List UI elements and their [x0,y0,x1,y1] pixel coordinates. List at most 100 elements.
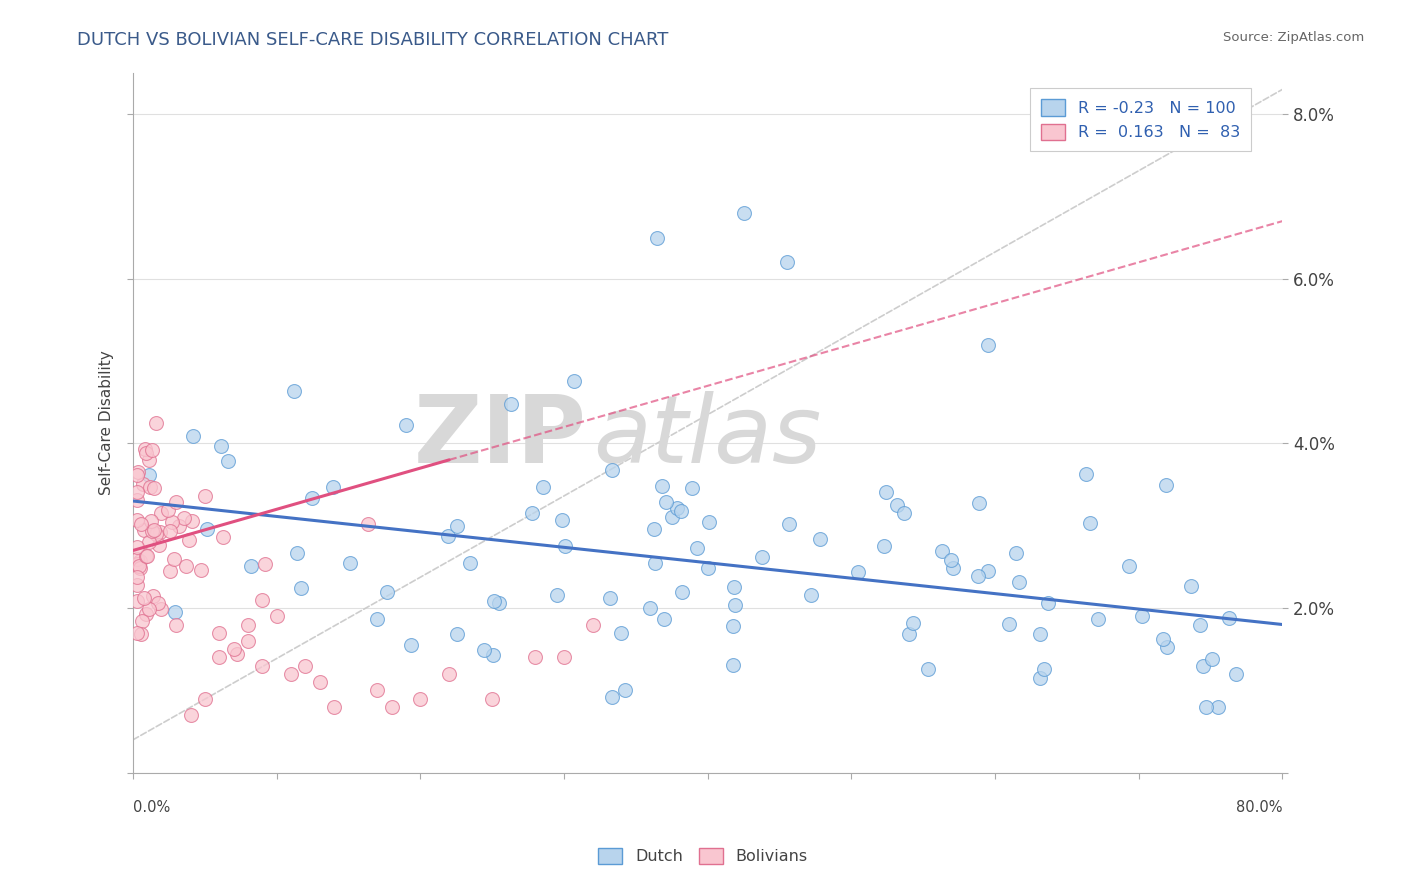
Point [145,416,167,430]
Point [149,506,172,520]
Point [128,559,150,574]
Point [723,657,745,672]
Point [134,524,156,538]
Point [252,658,274,673]
Point [873,539,896,553]
Point [399,638,422,652]
Point [280,666,302,681]
Point [127,466,149,480]
Point [437,666,460,681]
Point [157,503,180,517]
Point [644,556,666,570]
Point [162,516,184,530]
Point [897,627,920,641]
Point [159,524,181,539]
Point [339,556,361,570]
Point [381,699,404,714]
Point [733,206,755,220]
Point [1130,609,1153,624]
Point [681,482,703,496]
Point [1033,662,1056,676]
Point [562,374,585,388]
Point [723,580,745,594]
Point [893,506,915,520]
Point [322,480,344,494]
Point [724,598,747,612]
Point [173,511,195,525]
Point [553,650,575,665]
Point [129,554,152,568]
Point [129,627,152,641]
Point [128,560,150,574]
Point [236,617,259,632]
Point [638,601,661,615]
Point [357,516,380,531]
Point [942,561,965,575]
Point [800,588,823,602]
Point [697,515,720,529]
Y-axis label: Self-Care Disability: Self-Care Disability [100,351,114,495]
Point [977,564,1000,578]
Point [127,551,149,566]
Point [1180,579,1202,593]
Point [651,479,673,493]
Point [290,581,312,595]
Point [669,503,692,517]
Point [222,642,245,657]
Point [582,617,605,632]
Point [138,534,160,549]
Point [1036,597,1059,611]
Point [531,480,554,494]
Point [217,454,239,468]
Point [127,578,149,592]
Point [127,570,149,584]
Point [967,569,990,583]
Point [127,493,149,508]
Point [135,549,157,563]
Point [686,541,709,555]
Point [180,708,202,723]
Point [1004,546,1026,560]
Point [1154,477,1177,491]
Point [141,442,163,457]
Point [127,467,149,482]
Point [1218,610,1240,624]
Point [1087,612,1109,626]
Point [472,642,495,657]
Point [1156,640,1178,654]
Point [643,522,665,536]
Point [482,648,505,662]
Point [179,533,201,547]
Point [482,593,505,607]
Point [546,588,568,602]
Point [174,558,197,573]
Point [167,519,190,533]
Legend: R = -0.23   N = 100, R =  0.163   N =  83: R = -0.23 N = 100, R = 0.163 N = 83 [1031,88,1251,152]
Point [127,484,149,499]
Point [609,626,631,640]
Point [1225,666,1247,681]
Point [366,683,388,698]
Point [127,540,149,554]
Point [194,691,217,706]
Text: ZIP: ZIP [415,391,588,483]
Point [1076,467,1098,481]
Point [967,495,990,509]
Point [602,463,624,477]
Point [236,634,259,648]
Point [127,513,149,527]
Point [143,482,166,496]
Point [165,495,187,509]
Point [1078,516,1101,530]
Point [181,429,204,443]
Point [409,691,432,706]
Point [875,484,897,499]
Point [614,682,637,697]
Point [195,522,218,536]
Point [446,627,468,641]
Text: 80.0%: 80.0% [1236,799,1282,814]
Point [252,592,274,607]
Point [181,514,204,528]
Point [146,596,169,610]
Point [165,606,187,620]
